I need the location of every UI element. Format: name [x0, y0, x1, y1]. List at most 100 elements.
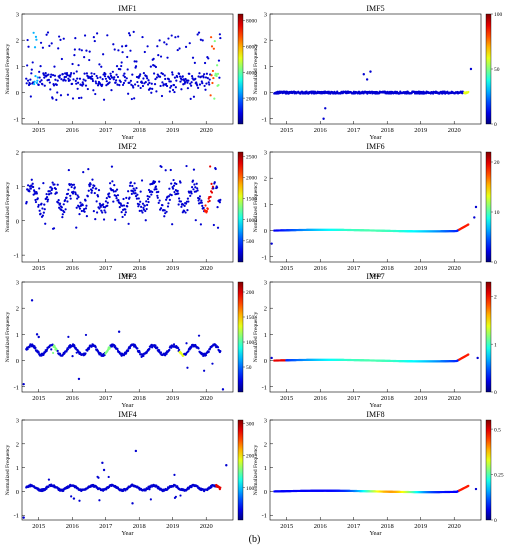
data-point	[85, 72, 89, 75]
data-point	[70, 82, 74, 85]
data-point	[143, 204, 146, 207]
data-point	[154, 185, 158, 188]
x-tick-label: 2019	[166, 127, 179, 134]
data-point	[145, 200, 148, 203]
data-point	[194, 186, 197, 189]
data-point	[114, 81, 117, 84]
colorbar-tick-label: 100	[246, 486, 255, 492]
data-point	[177, 203, 180, 206]
data-point	[172, 84, 176, 87]
data-point	[67, 168, 70, 172]
data-point	[199, 38, 202, 41]
data-point	[78, 213, 81, 216]
data-point	[173, 90, 176, 94]
data-point	[120, 64, 123, 68]
data-point	[45, 487, 48, 490]
data-point	[60, 57, 63, 61]
data-point	[110, 165, 114, 168]
data-point	[139, 86, 142, 90]
data-point	[145, 75, 148, 78]
data-point	[112, 200, 115, 203]
data-point	[147, 79, 150, 82]
colorbar-tick-label: 0	[494, 260, 497, 266]
data-point	[66, 74, 69, 77]
data-points	[273, 67, 473, 120]
data-points	[273, 484, 478, 494]
data-point	[83, 72, 86, 75]
x-tick-label: 2018	[133, 127, 146, 134]
y-tick-label: 1	[16, 184, 19, 191]
data-point	[34, 74, 37, 78]
data-point	[165, 210, 168, 213]
data-point	[474, 487, 478, 491]
data-point	[146, 83, 150, 86]
chart-title: IMF8	[366, 410, 384, 419]
data-point	[94, 92, 97, 96]
colorbar-tick-label: 1500	[246, 197, 257, 203]
data-point	[215, 74, 218, 78]
data-point	[132, 187, 135, 190]
data-point	[22, 382, 25, 386]
data-point	[204, 204, 207, 207]
data-point	[167, 202, 170, 205]
data-point	[202, 354, 205, 357]
data-point	[210, 182, 213, 185]
data-point	[132, 30, 135, 34]
data-point	[152, 72, 156, 75]
data-point	[53, 74, 57, 77]
data-point	[193, 183, 196, 186]
data-point	[185, 342, 188, 345]
data-point	[112, 190, 115, 193]
x-tick-label: 2019	[414, 395, 427, 402]
y-tick-label: 3	[264, 150, 267, 157]
data-point	[166, 56, 169, 59]
data-point	[197, 347, 200, 350]
colorbar-tick-label: 500	[246, 239, 255, 245]
x-tick-label: 2015	[280, 395, 293, 402]
data-point	[209, 36, 213, 39]
y-axis-label: Normalized Frequency	[253, 444, 259, 495]
data-point	[196, 33, 199, 36]
data-point	[169, 80, 172, 83]
data-point	[96, 486, 99, 489]
data-point	[40, 79, 43, 82]
data-point	[212, 76, 215, 80]
data-point	[78, 499, 81, 502]
data-point	[25, 200, 28, 204]
data-point	[207, 57, 210, 60]
data-point	[70, 71, 73, 75]
data-point	[67, 188, 70, 191]
y-axis-label: Normalized Frequency	[5, 444, 11, 495]
data-point	[40, 202, 43, 205]
colorbar-tick-label: 200	[246, 454, 255, 460]
data-point	[150, 193, 153, 196]
data-point	[193, 61, 196, 64]
data-point	[136, 80, 139, 84]
data-point	[141, 84, 145, 88]
data-point	[180, 78, 183, 81]
data-point	[108, 192, 111, 195]
data-point	[96, 76, 99, 80]
data-point	[165, 43, 168, 46]
data-point	[206, 207, 209, 211]
data-point	[69, 75, 72, 78]
data-point	[45, 33, 48, 36]
data-point	[56, 79, 59, 82]
data-point	[191, 56, 195, 59]
data-point	[121, 83, 125, 87]
data-point	[467, 484, 470, 488]
data-point	[22, 516, 25, 519]
data-point	[91, 78, 94, 81]
data-point	[114, 345, 117, 348]
data-point	[127, 32, 131, 35]
data-point	[200, 75, 203, 78]
y-axis-label: Normalized Frequency	[5, 311, 11, 362]
data-point	[90, 75, 94, 78]
data-point	[93, 184, 96, 187]
data-point	[179, 200, 183, 203]
data-point	[51, 97, 54, 100]
data-point	[153, 188, 156, 191]
data-point	[76, 197, 79, 200]
data-point	[173, 473, 176, 476]
data-point	[49, 75, 52, 78]
